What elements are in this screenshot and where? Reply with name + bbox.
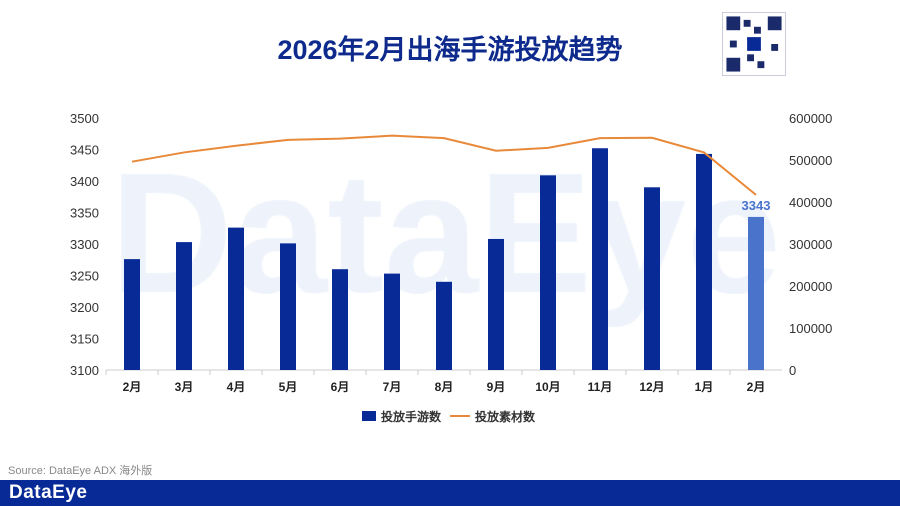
- left-axis-tick: 3200: [70, 300, 99, 315]
- bar-10: [644, 187, 660, 370]
- bar-3: [280, 243, 296, 370]
- bar-6: [436, 281, 452, 370]
- right-axis-tick: 600000: [789, 111, 832, 126]
- bar-4: [332, 269, 348, 370]
- right-axis-tick: 0: [789, 363, 796, 378]
- x-tick-label: 5月: [279, 380, 298, 394]
- qr-code-icon: [722, 12, 786, 76]
- legend-label-bar: 投放手游数: [381, 409, 442, 424]
- footer-bar: DataEye: [0, 480, 900, 506]
- left-axis-tick: 3300: [70, 237, 99, 252]
- bar-5: [384, 273, 400, 370]
- left-axis-tick: 3350: [70, 206, 99, 221]
- chart: 3100 3150 3200 3250 3300 3350 3400 3450 3500 0 100…: [70, 111, 832, 424]
- x-tick-label: 2月: [747, 380, 766, 394]
- bar-9: [592, 148, 608, 370]
- right-axis-tick: 100000: [789, 321, 832, 336]
- x-tick-label: 6月: [331, 380, 350, 394]
- x-tick-label: 3月: [175, 380, 194, 394]
- x-tick-label: 11月: [588, 380, 613, 394]
- left-axis-tick: 3150: [70, 332, 99, 347]
- x-tick-label: 1月: [695, 380, 714, 394]
- right-axis-tick: 400000: [789, 195, 832, 210]
- x-tick-label: 2月: [123, 380, 142, 394]
- bar-1: [176, 242, 192, 370]
- bar-11: [696, 153, 712, 370]
- source-note: Source: DataEye ADX 海外版: [8, 465, 153, 477]
- bar-12: [748, 216, 764, 370]
- right-axis-tick: 300000: [789, 237, 832, 252]
- bar-2: [228, 227, 244, 370]
- left-axis-tick: 3100: [70, 363, 99, 378]
- legend-label-line: 投放素材数: [475, 409, 536, 424]
- x-tick-label: 4月: [227, 380, 246, 394]
- dataeye-logo: DataEye: [9, 482, 88, 503]
- left-axis-tick: 3450: [70, 143, 99, 158]
- right-axis-tick: 500000: [789, 153, 832, 168]
- line-series-materials: [131, 134, 757, 196]
- data-label: 3343: [742, 198, 771, 213]
- left-axis-tick: 3400: [70, 174, 99, 189]
- x-tick-label: 9月: [487, 380, 506, 394]
- x-tick-label: 10月: [535, 380, 560, 394]
- bar-8: [540, 175, 556, 370]
- x-tick-label: 8月: [435, 380, 454, 394]
- bar-7: [488, 238, 504, 370]
- left-axis-tick: 3500: [70, 111, 99, 126]
- x-tick-label: 12月: [639, 380, 664, 394]
- chart-title: 2026年2月出海手游投放趋势: [277, 35, 623, 65]
- bar-0: [124, 259, 140, 370]
- right-axis-tick: 200000: [789, 279, 832, 294]
- x-tick-label: 7月: [383, 380, 402, 394]
- legend-swatch-bar: [362, 411, 376, 421]
- left-axis-tick: 3250: [70, 269, 99, 284]
